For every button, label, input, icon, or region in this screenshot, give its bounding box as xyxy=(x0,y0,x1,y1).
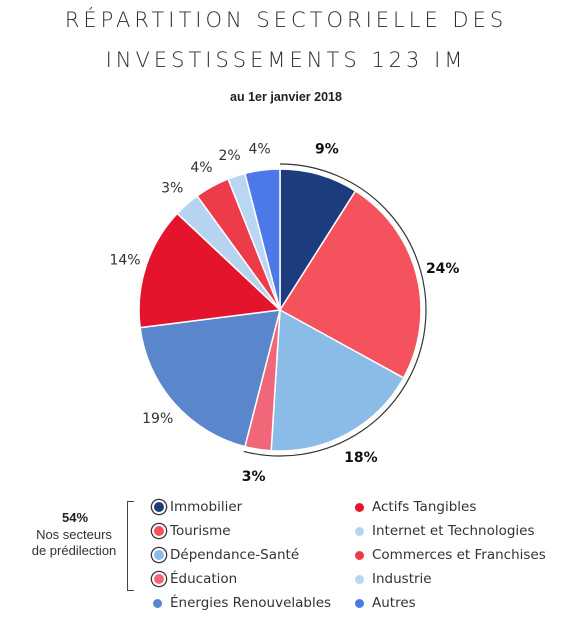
slice-energies-renouvelables xyxy=(139,309,282,448)
label-commerces-et-franchises: 4% xyxy=(190,160,212,176)
legend-label: Immobilier xyxy=(170,499,243,515)
legend-item-dependance-sante: Dépendance-Santé xyxy=(150,545,299,565)
label-tourisme: 24% xyxy=(426,261,460,277)
slice-labels: 9% 24% 18% 3% 19% 14% 3% 4% 2% 4% xyxy=(109,141,459,485)
label-actifs-tangibles: 14% xyxy=(109,253,140,269)
label-education: 3% xyxy=(242,469,266,485)
legend-marker-dependance-sante xyxy=(152,548,166,562)
legend-label: Éducation xyxy=(170,571,238,587)
legend-label: Dépendance-Santé xyxy=(170,547,300,563)
legend-item-tourisme: Tourisme xyxy=(150,521,231,541)
legend-item-industrie: Industrie xyxy=(352,569,432,589)
legend-marker-commerces-franchises xyxy=(355,550,364,560)
label-immobilier: 9% xyxy=(315,142,339,158)
chart-subtitle: au 1er janvier 2018 xyxy=(230,90,342,104)
legend-marker-tourisme xyxy=(152,524,166,538)
favored-caption: Nos secteurs de prédilection xyxy=(12,527,136,559)
legend-marker-internet-technologies xyxy=(355,526,364,536)
legend-label: Actifs Tangibles xyxy=(372,499,477,515)
legend-marker-autres xyxy=(355,598,364,608)
label-energies-renouvelables: 19% xyxy=(142,411,173,427)
label-internet-et-technologies: 3% xyxy=(161,181,183,197)
pie-slices xyxy=(138,168,422,452)
favored-caption-line-1: Nos secteurs xyxy=(36,527,112,542)
legend-item-internet-technologies: Internet et Technologies xyxy=(352,521,535,541)
label-industrie: 2% xyxy=(218,148,240,164)
legend-label: Internet et Technologies xyxy=(372,523,535,539)
favored-sectors-arc xyxy=(243,163,427,457)
legend-item-actifs-tangibles: Actifs Tangibles xyxy=(352,497,476,517)
legend-label: Tourisme xyxy=(170,523,231,539)
slice-tourisme xyxy=(278,189,422,379)
favored-bracket xyxy=(127,501,134,591)
legend-marker-actifs-tangibles xyxy=(355,502,364,512)
label-autres: 4% xyxy=(248,141,270,157)
favored-caption-line-2: de prédilection xyxy=(31,543,117,558)
legend-marker-immobilier xyxy=(152,500,166,514)
legend-item-energies-renouvelables: Énergies Renouvelables xyxy=(150,593,331,613)
slice-autres xyxy=(244,168,281,311)
slice-dependance-sante xyxy=(270,308,405,452)
legend-marker-energies-renouvelables xyxy=(153,598,162,608)
label-dependance-sante: 18% xyxy=(344,450,378,466)
slice-immobilier xyxy=(279,168,357,313)
chart-title-line-1: RÉPARTITION SECTORIELLE DES xyxy=(64,8,508,32)
legend-item-autres: Autres xyxy=(352,593,416,613)
slice-actifs-tangibles xyxy=(138,212,282,329)
legend-label: Industrie xyxy=(372,571,432,587)
chart-title-line-2: INVESTISSEMENTS 123 IM xyxy=(105,48,467,72)
legend-label: Autres xyxy=(372,595,416,611)
pie-chart: 9% 24% 18% 3% 19% 14% 3% 4% 2% 4% xyxy=(109,141,459,485)
legend-item-immobilier: Immobilier xyxy=(150,497,242,517)
legend-label: Énergies Renouvelables xyxy=(170,595,332,611)
legend-label: Commerces et Franchises xyxy=(372,547,546,563)
favored-total-percent: 54% xyxy=(61,510,89,525)
legend-item-commerces-franchises: Commerces et Franchises xyxy=(352,545,546,565)
legend-marker-education xyxy=(152,572,166,586)
legend-item-education: Éducation xyxy=(150,569,237,589)
legend-marker-industrie xyxy=(355,574,364,584)
